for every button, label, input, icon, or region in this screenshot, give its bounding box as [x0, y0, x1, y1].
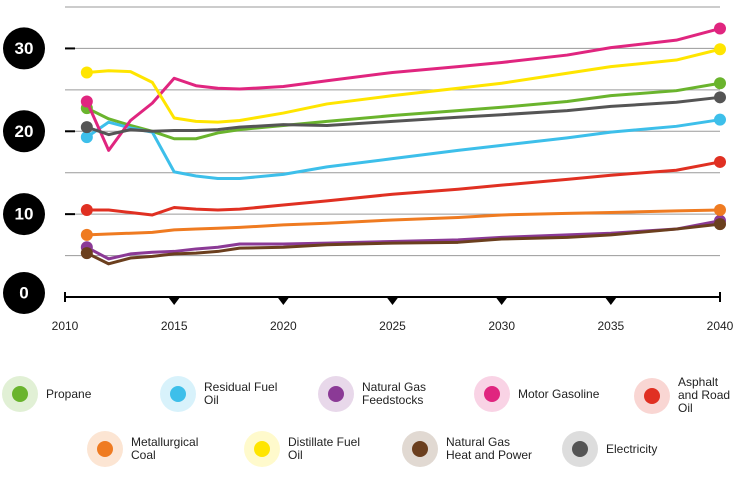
legend-swatch-halo: [87, 431, 123, 467]
legend-item: Asphalt and Road Oil: [634, 376, 738, 415]
legend-label: Residual Fuel Oil: [204, 380, 278, 407]
legend-swatch-halo: [474, 376, 510, 412]
legend-swatch-halo: [402, 431, 438, 467]
series-line: [86, 219, 721, 261]
x-tick: [386, 297, 399, 305]
x-tick-label: 2025: [379, 319, 406, 333]
series-line: [86, 47, 721, 124]
legend-swatch-halo: [562, 431, 598, 467]
legend-item: Electricity: [562, 431, 657, 467]
end-point: [714, 43, 726, 56]
series-line: [86, 95, 721, 137]
legend-swatch: [254, 441, 270, 457]
end-point: [714, 155, 726, 168]
y-tick-badge: [3, 193, 45, 236]
series-line: [85, 27, 721, 152]
legend-item: Metallurgical Coal: [87, 431, 221, 467]
x-tick: [495, 297, 508, 305]
x-tick-label: 2010: [52, 319, 79, 333]
x-tick-label: 2035: [597, 319, 624, 333]
legend-swatch-halo: [244, 431, 280, 467]
end-point: [80, 121, 93, 134]
series-line: [86, 208, 721, 237]
legend-swatch: [328, 386, 344, 402]
x-tick: [604, 297, 617, 305]
legend-item: Motor Gasoline: [474, 376, 599, 412]
end-point: [714, 77, 726, 90]
legend-label: Asphalt and Road Oil: [678, 375, 731, 415]
legend-label: Electricity: [606, 441, 658, 456]
x-tick: [277, 297, 290, 305]
legend-swatch: [572, 441, 588, 457]
x-tick: [168, 297, 181, 305]
legend-swatch: [12, 386, 28, 402]
x-tick-label: 2020: [270, 319, 297, 333]
legend-swatch-halo: [2, 376, 38, 412]
end-point: [80, 247, 93, 260]
legend-swatch-halo: [318, 376, 354, 412]
legend-label: Metallurgical Coal: [131, 435, 199, 462]
legend-item: Residual Fuel Oil: [160, 376, 294, 412]
legend-item: Distillate Fuel Oil: [244, 431, 378, 467]
series-line: [86, 160, 721, 217]
end-point: [80, 95, 93, 108]
y-tick-label: 10: [15, 205, 34, 224]
x-tick-label: 2030: [488, 319, 515, 333]
legend-item: Propane: [2, 376, 91, 412]
legend-label: Natural Gas Feedstocks: [362, 380, 427, 407]
legend-swatch: [170, 386, 186, 402]
y-tick-badge: [3, 110, 45, 153]
end-point: [80, 131, 93, 144]
y-tick-badge: [3, 27, 45, 70]
legend-label: Motor Gasoline: [518, 386, 600, 401]
x-tick-label: 2015: [161, 319, 188, 333]
legend-item: Natural Gas Feedstocks: [318, 376, 452, 412]
legend-label: Distillate Fuel Oil: [288, 435, 361, 462]
end-point: [714, 113, 726, 126]
end-point: [714, 218, 726, 231]
y-tick-label: 0: [19, 283, 28, 302]
series-line: [86, 222, 721, 266]
end-point: [714, 204, 726, 216]
legend-swatch: [412, 441, 428, 457]
legend-label: Propane: [46, 386, 92, 401]
legend-swatch: [644, 387, 660, 404]
legend-swatch-halo: [160, 376, 196, 412]
y-tick-label: 30: [15, 39, 34, 58]
series-line: [85, 118, 721, 181]
end-point: [80, 228, 93, 241]
end-point: [714, 91, 726, 104]
y-tick-label: 20: [15, 122, 34, 141]
end-point: [80, 204, 93, 216]
y-tick-badge: [3, 272, 45, 314]
legend-swatch: [484, 386, 500, 402]
end-point: [714, 22, 726, 35]
legend-label: Natural Gas Heat and Power: [446, 435, 533, 462]
legend-swatch: [97, 441, 113, 457]
x-tick-label: 2040: [707, 319, 734, 333]
legend-swatch-halo: [634, 377, 670, 414]
legend-item: Natural Gas Heat and Power: [402, 431, 536, 467]
end-point: [80, 66, 93, 79]
